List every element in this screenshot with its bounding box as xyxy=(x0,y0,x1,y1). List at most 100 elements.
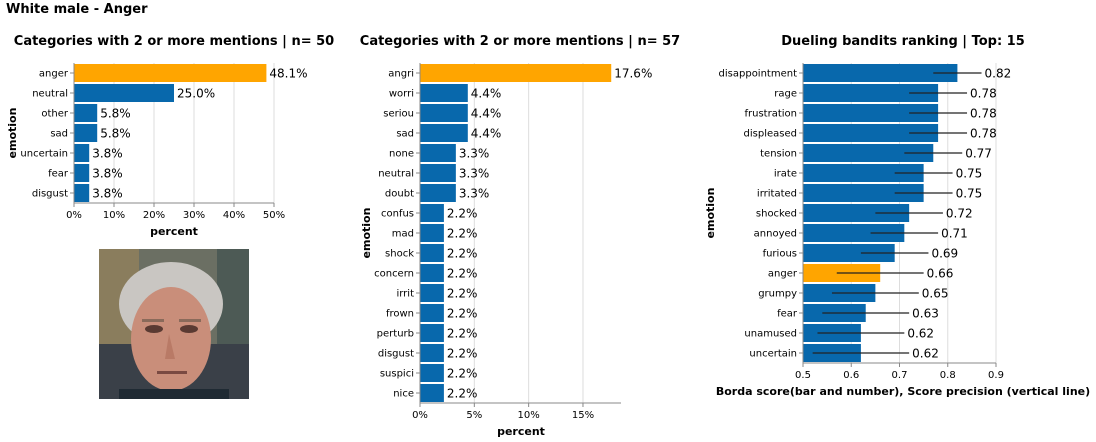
data-label: 2.2% xyxy=(447,387,478,401)
y-tick-label: irritated xyxy=(757,189,797,200)
x-tick-label: 10% xyxy=(518,410,540,421)
y-tick-label: uncertain xyxy=(20,149,68,160)
bar xyxy=(420,284,444,302)
bar xyxy=(74,184,90,202)
y-axis-label: emotion xyxy=(704,188,717,239)
data-label: 0.62 xyxy=(912,347,939,361)
bar xyxy=(420,204,444,222)
y-tick-label: perturb xyxy=(377,329,414,340)
y-tick-label: unamused xyxy=(744,329,797,340)
data-label: 0.78 xyxy=(970,107,997,121)
y-tick-label: concern xyxy=(374,269,414,280)
bar xyxy=(74,104,98,122)
bar xyxy=(420,364,444,382)
data-label: 0.82 xyxy=(985,67,1012,81)
data-label: 4.4% xyxy=(471,107,502,121)
figure-title: White male - Anger xyxy=(6,2,148,17)
bar xyxy=(74,84,174,102)
y-tick-label: anger xyxy=(768,269,798,280)
data-label: 3.3% xyxy=(459,187,490,201)
bar xyxy=(420,104,468,122)
data-label: 48.1% xyxy=(269,67,307,81)
y-tick-label: frown xyxy=(386,309,414,320)
chart-title: Dueling bandits ranking | Top: 15 xyxy=(781,34,1025,49)
y-tick-label: none xyxy=(389,149,414,160)
data-label: 3.8% xyxy=(92,167,123,181)
y-tick-label: mad xyxy=(392,229,414,240)
y-tick-label: sad xyxy=(396,129,414,140)
bar xyxy=(420,84,468,102)
bar xyxy=(74,144,90,162)
data-label: 3.8% xyxy=(92,147,123,161)
data-label: 5.8% xyxy=(100,127,131,141)
y-tick-label: seriou xyxy=(383,109,414,120)
y-tick-label: nice xyxy=(393,389,414,400)
y-tick-label: suspici xyxy=(380,369,414,380)
data-label: 25.0% xyxy=(177,87,215,101)
x-tick-label: 5% xyxy=(466,410,482,421)
face-photo-illustration xyxy=(99,249,249,399)
y-tick-label: grumpy xyxy=(758,289,797,300)
data-label: 2.2% xyxy=(447,267,478,281)
data-label: 0.72 xyxy=(946,207,973,221)
y-tick-label: fear xyxy=(777,309,798,320)
bar xyxy=(803,104,939,122)
data-label: 3.3% xyxy=(459,167,490,181)
y-tick-label: irrit xyxy=(396,289,414,300)
chart-title: Categories with 2 or more mentions | n= … xyxy=(14,34,334,49)
x-tick-label: 0% xyxy=(66,210,82,221)
data-label: 5.8% xyxy=(100,107,131,121)
x-axis-label: percent xyxy=(150,225,198,238)
x-tick-label: 0% xyxy=(412,410,428,421)
y-tick-label: shocked xyxy=(756,209,797,220)
chart-title: Categories with 2 or more mentions | n= … xyxy=(360,34,680,49)
bar xyxy=(803,84,939,102)
y-tick-label: confus xyxy=(381,209,414,220)
bar xyxy=(74,164,90,182)
y-tick-label: disgust xyxy=(378,349,414,360)
data-label: 2.2% xyxy=(447,227,478,241)
bar xyxy=(74,64,267,82)
data-label: 2.2% xyxy=(447,207,478,221)
bar xyxy=(420,124,468,142)
y-tick-label: sad xyxy=(50,129,68,140)
y-tick-label: annoyed xyxy=(754,229,797,240)
x-tick-label: 0.5 xyxy=(795,370,811,381)
bar xyxy=(803,224,905,242)
y-tick-label: neutral xyxy=(378,169,414,180)
y-tick-label: neutral xyxy=(32,89,68,100)
data-label: 3.3% xyxy=(459,147,490,161)
y-tick-label: furious xyxy=(763,249,797,260)
data-label: 0.69 xyxy=(931,247,958,261)
x-tick-label: 0.7 xyxy=(892,370,908,381)
data-label: 3.8% xyxy=(92,187,123,201)
data-label: 0.65 xyxy=(922,287,949,301)
y-tick-label: uncertain xyxy=(749,349,797,360)
x-tick-label: 50% xyxy=(263,210,285,221)
data-label: 0.63 xyxy=(912,307,939,321)
y-tick-label: displeased xyxy=(744,129,797,140)
data-label: 0.78 xyxy=(970,87,997,101)
y-axis-label: emotion xyxy=(6,108,19,159)
x-tick-label: 0.9 xyxy=(988,370,1004,381)
y-tick-label: disappointment xyxy=(719,69,798,80)
bar xyxy=(803,184,924,202)
bar xyxy=(420,64,612,82)
y-tick-label: other xyxy=(41,109,69,120)
face-photo xyxy=(99,249,249,399)
bar xyxy=(420,144,456,162)
y-axis-label: emotion xyxy=(360,208,373,259)
data-label: 0.75 xyxy=(956,167,983,181)
data-label: 0.62 xyxy=(907,327,934,341)
x-tick-label: 0.8 xyxy=(940,370,956,381)
y-tick-label: anger xyxy=(39,69,69,80)
data-label: 2.2% xyxy=(447,307,478,321)
x-tick-label: 15% xyxy=(572,410,594,421)
bar xyxy=(803,124,939,142)
x-tick-label: 40% xyxy=(223,210,245,221)
y-tick-label: angri xyxy=(388,69,414,80)
bar xyxy=(803,204,910,222)
y-tick-label: worri xyxy=(389,89,414,100)
data-label: 2.2% xyxy=(447,287,478,301)
